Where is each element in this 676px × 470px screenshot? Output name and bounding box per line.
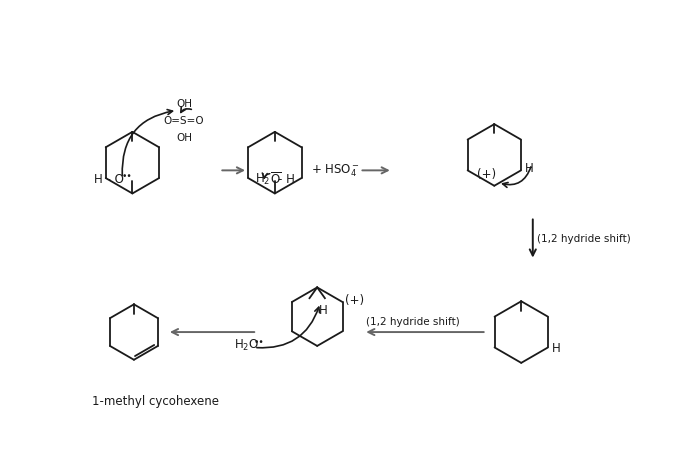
Text: H$_2$O: H$_2$O bbox=[234, 337, 259, 352]
Text: H: H bbox=[525, 162, 533, 175]
Text: (+): (+) bbox=[345, 294, 364, 307]
Text: (+): (+) bbox=[477, 168, 496, 181]
Text: OH: OH bbox=[176, 133, 192, 143]
Text: OH: OH bbox=[176, 99, 192, 109]
Text: O=S=O: O=S=O bbox=[164, 116, 204, 126]
Text: (1,2 hydride shift): (1,2 hydride shift) bbox=[537, 234, 631, 244]
Text: ••: •• bbox=[254, 338, 264, 347]
Text: 1-methyl cycohexene: 1-methyl cycohexene bbox=[93, 395, 219, 408]
Text: H: H bbox=[552, 343, 560, 355]
Text: H - O: H - O bbox=[94, 173, 124, 186]
Text: H$_2$: H$_2$ bbox=[255, 172, 270, 187]
Text: H: H bbox=[319, 305, 328, 317]
Text: + HSO$_4^-$: + HSO$_4^-$ bbox=[311, 162, 360, 179]
Text: - H: - H bbox=[278, 173, 295, 186]
Text: $\overline{\rm O}$: $\overline{\rm O}$ bbox=[270, 172, 281, 188]
Text: ••: •• bbox=[122, 172, 132, 181]
Text: (1,2 hydride shift): (1,2 hydride shift) bbox=[366, 317, 460, 327]
